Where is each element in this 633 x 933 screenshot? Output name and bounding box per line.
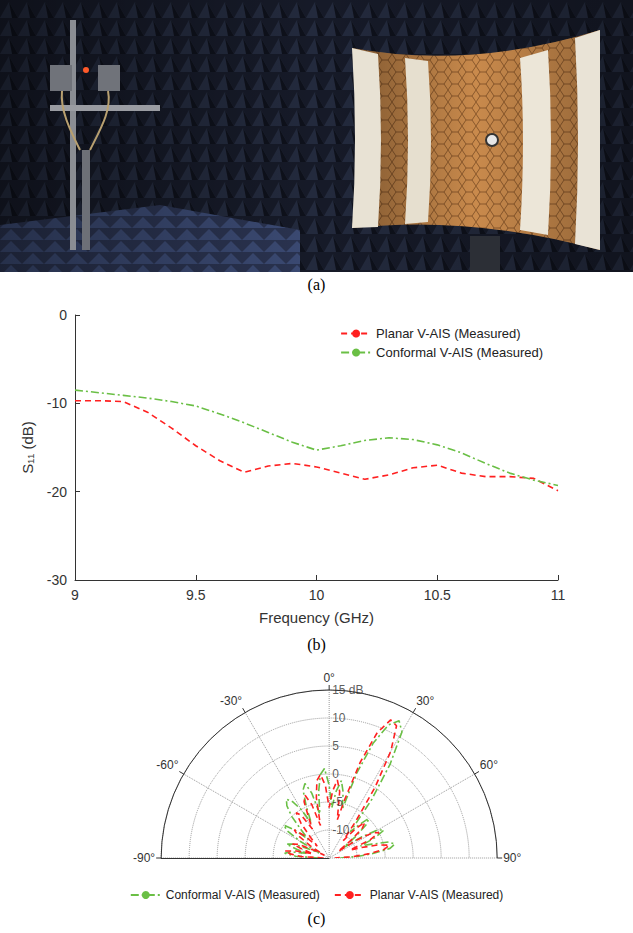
svg-text:-10: -10 bbox=[332, 823, 350, 837]
svg-text:Conformal V-AIS (Measured): Conformal V-AIS (Measured) bbox=[166, 888, 320, 902]
svg-text:15 dB: 15 dB bbox=[332, 683, 363, 697]
svg-text:30°: 30° bbox=[416, 694, 434, 708]
svg-text:-30°: -30° bbox=[220, 694, 242, 708]
svg-text:10: 10 bbox=[332, 711, 346, 725]
svg-text:Planar V-AIS (Measured): Planar V-AIS (Measured) bbox=[370, 888, 503, 902]
svg-text:-10: -10 bbox=[47, 395, 67, 411]
svg-text:Planar V-AIS (Measured): Planar V-AIS (Measured) bbox=[376, 326, 521, 341]
svg-text:60°: 60° bbox=[480, 758, 498, 772]
svg-text:Frequency (GHz): Frequency (GHz) bbox=[259, 609, 374, 626]
svg-text:-5: -5 bbox=[332, 795, 343, 809]
svg-text:5: 5 bbox=[332, 739, 339, 753]
html-text:(b): (b) bbox=[307, 636, 326, 653]
svg-text:-90°: -90° bbox=[133, 851, 155, 865]
svg-text:9.5: 9.5 bbox=[186, 587, 206, 603]
svg-text:-30: -30 bbox=[47, 572, 67, 588]
svg-text:-20: -20 bbox=[47, 484, 67, 500]
svg-text:10: 10 bbox=[309, 587, 325, 603]
svg-text:0°: 0° bbox=[323, 671, 335, 685]
svg-text:11: 11 bbox=[551, 587, 566, 603]
html-text:(c): (c) bbox=[307, 910, 326, 927]
svg-text:-60°: -60° bbox=[156, 758, 178, 772]
svg-text:S₁₁ (dB): S₁₁ (dB) bbox=[19, 421, 36, 474]
svg-text:9: 9 bbox=[71, 587, 79, 603]
svg-text:10.5: 10.5 bbox=[424, 587, 451, 603]
svg-text:0: 0 bbox=[59, 307, 67, 323]
svg-text:0: 0 bbox=[332, 767, 339, 781]
html-text:(a): (a) bbox=[307, 276, 326, 293]
svg-text:Conformal V-AIS (Measured): Conformal V-AIS (Measured) bbox=[376, 345, 543, 360]
svg-text:90°: 90° bbox=[503, 851, 521, 865]
